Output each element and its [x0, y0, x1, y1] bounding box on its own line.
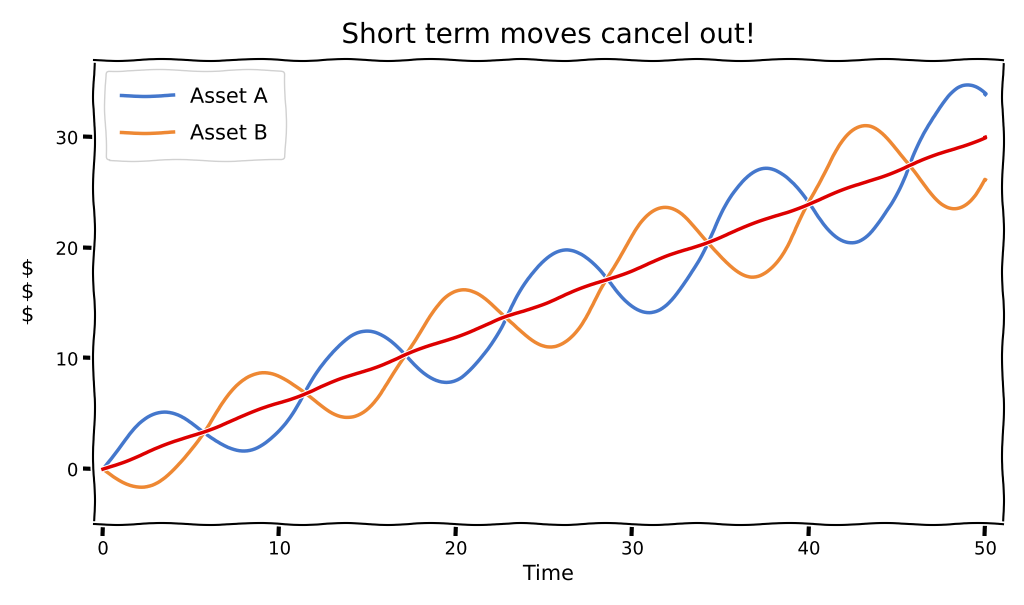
Line: Asset A: Asset A: [103, 85, 985, 469]
Asset A: [526, 270, 539, 278]
Asset B: [503, 317, 515, 324]
Line: Asset B: Asset B: [103, 126, 985, 487]
Asset A: [979, 91, 991, 98]
Asset B: [526, 338, 539, 345]
Asset A: [97, 465, 110, 473]
Asset B: [136, 483, 148, 491]
Legend: Asset A, Asset B: Asset A, Asset B: [104, 70, 285, 160]
Asset B: [792, 221, 804, 229]
Asset B: [979, 176, 991, 183]
Asset A: [961, 82, 973, 89]
X-axis label: Time: Time: [523, 564, 574, 584]
Title: Short term moves cancel out!: Short term moves cancel out!: [341, 21, 756, 49]
Asset A: [142, 414, 155, 422]
Asset B: [142, 483, 155, 490]
Asset A: [953, 83, 966, 90]
Asset B: [860, 123, 872, 130]
Asset B: [97, 465, 110, 473]
Asset B: [954, 203, 967, 211]
Y-axis label: $
$
$: $ $ $: [22, 259, 34, 325]
Asset A: [953, 83, 966, 91]
Asset A: [792, 186, 804, 193]
Asset B: [954, 203, 967, 210]
Asset A: [503, 309, 515, 316]
